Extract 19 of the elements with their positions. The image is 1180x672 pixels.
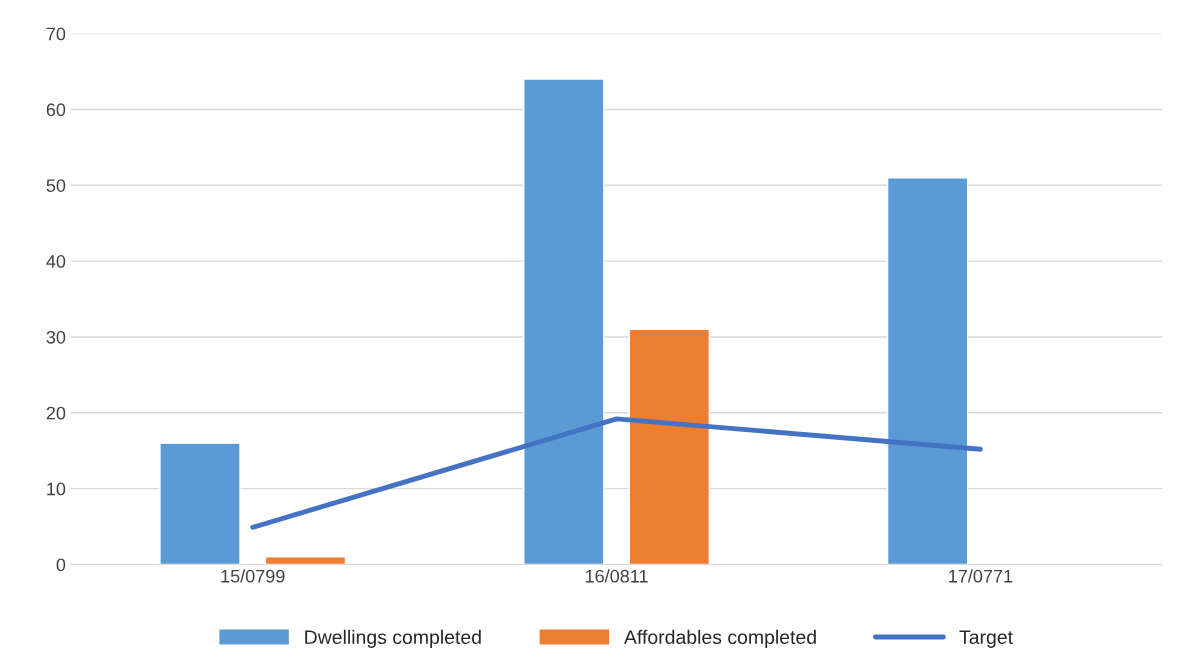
bar bbox=[886, 177, 969, 565]
legend-label: Affordables completed bbox=[623, 629, 816, 648]
y-tick-label: 40 bbox=[46, 255, 66, 268]
y-tick-label: 30 bbox=[46, 330, 66, 344]
x-tick-label: 15/0799 bbox=[221, 569, 285, 583]
legend-label: Target bbox=[959, 630, 1013, 648]
x-tick-label: 16/0811 bbox=[585, 569, 648, 583]
y-tick-label: 50 bbox=[46, 179, 66, 192]
y-tick-label: 20 bbox=[46, 406, 66, 420]
bar bbox=[628, 328, 711, 565]
bar bbox=[159, 442, 241, 565]
y-tick-label: 10 bbox=[47, 482, 66, 496]
legend-label: Dwellings completed bbox=[305, 629, 481, 648]
x-tick-label: 17/0771 bbox=[949, 569, 1013, 583]
y-tick-label: 70 bbox=[46, 27, 66, 41]
bar bbox=[264, 556, 347, 565]
bar bbox=[523, 78, 605, 565]
y-tick-label: 0 bbox=[56, 558, 66, 572]
y-tick-label: 60 bbox=[46, 103, 66, 117]
